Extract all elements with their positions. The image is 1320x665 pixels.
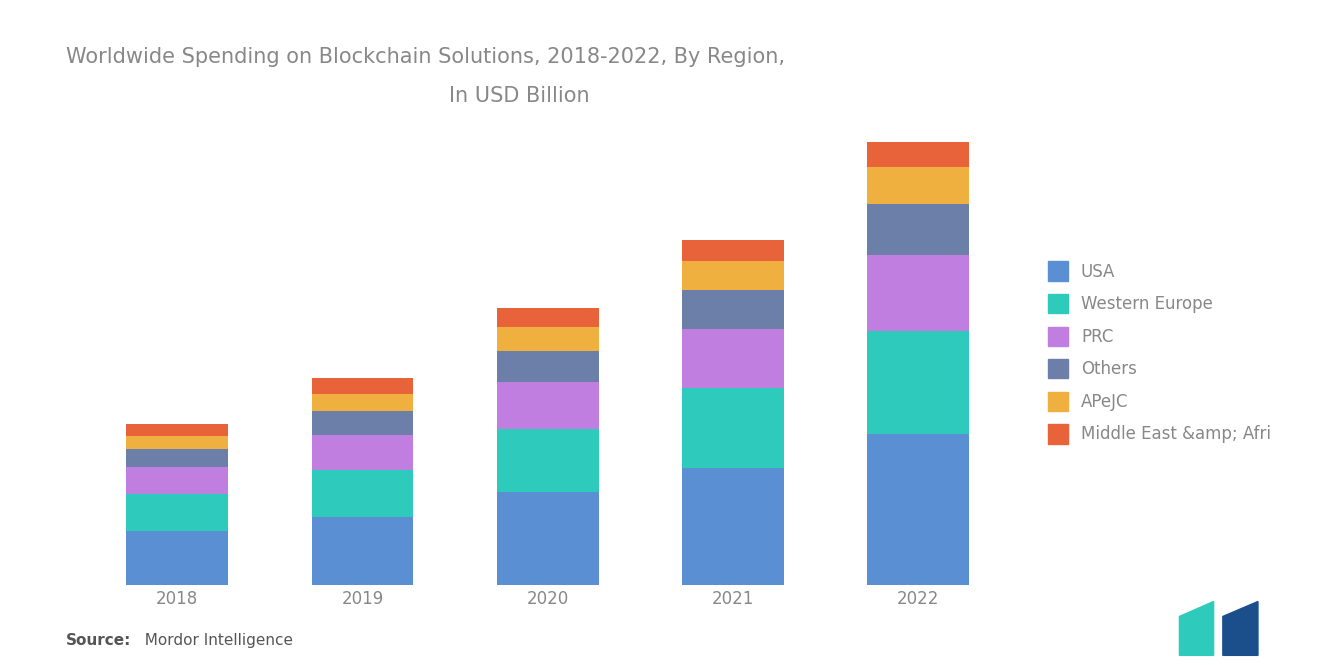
Bar (496, 382, 599, 429)
Bar (496, 327, 599, 351)
Bar (312, 412, 413, 435)
Bar (127, 467, 228, 494)
Bar (496, 351, 599, 382)
Bar (682, 388, 784, 468)
Bar (867, 204, 969, 255)
Bar (127, 531, 228, 585)
Bar (682, 261, 784, 291)
Legend: USA, Western Europe, PRC, Others, APeJC, Middle East &amp; Afri: USA, Western Europe, PRC, Others, APeJC,… (1048, 261, 1271, 444)
Bar (496, 308, 599, 327)
Bar (867, 168, 969, 204)
Bar (682, 468, 784, 585)
Bar (127, 450, 228, 467)
Bar (682, 291, 784, 329)
Bar (496, 429, 599, 492)
Text: Mordor Intelligence: Mordor Intelligence (135, 633, 293, 648)
Bar (312, 394, 413, 412)
Bar (867, 255, 969, 331)
Bar (867, 331, 969, 434)
Bar (127, 424, 228, 436)
Bar (867, 434, 969, 585)
Bar (127, 436, 228, 450)
Bar (312, 517, 413, 585)
Text: Worldwide Spending on Blockchain Solutions, 2018-2022, By Region,: Worldwide Spending on Blockchain Solutio… (66, 47, 785, 66)
Bar (312, 378, 413, 394)
Text: Source:: Source: (66, 633, 132, 648)
Polygon shape (1222, 601, 1258, 656)
Bar (496, 492, 599, 585)
Bar (127, 494, 228, 531)
Text: In USD Billion: In USD Billion (449, 86, 590, 106)
Bar (867, 142, 969, 168)
Bar (682, 329, 784, 388)
Bar (312, 435, 413, 470)
Bar (312, 470, 413, 517)
Bar (682, 239, 784, 261)
Polygon shape (1180, 601, 1213, 656)
